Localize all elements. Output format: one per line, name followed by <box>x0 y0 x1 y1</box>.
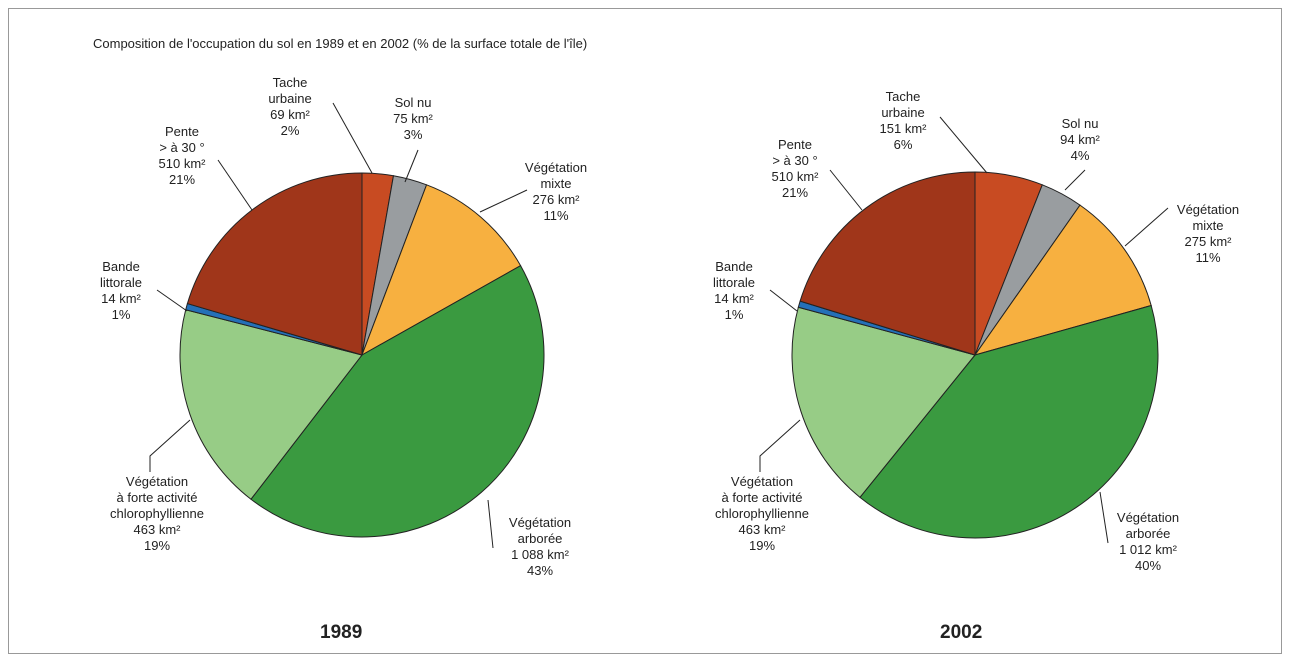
slice-name: à forte activité <box>722 490 803 505</box>
slice-name: mixte <box>1192 218 1223 233</box>
leader-line <box>156 289 188 312</box>
slice-name: Végétation <box>1177 202 1239 217</box>
slice-area: 275 km² <box>1185 234 1233 249</box>
slice-percent: 2% <box>281 123 300 138</box>
slice-area: 94 km² <box>1060 132 1100 147</box>
slice-percent: 6% <box>894 137 913 152</box>
slice-name: Pente <box>165 124 199 139</box>
slice-name: arborée <box>518 531 563 546</box>
leader-line <box>1064 169 1086 191</box>
slice-name: mixte <box>540 176 571 191</box>
pie-slice <box>361 184 522 357</box>
pie-slice <box>791 306 976 499</box>
slice-name: arborée <box>1126 526 1171 541</box>
slice-area: 69 km² <box>270 107 310 122</box>
leader-line <box>1099 491 1109 544</box>
slice-area: 151 km² <box>880 121 928 136</box>
slice-name: littorale <box>100 275 142 290</box>
chart-title: Composition de l'occupation du sol en 19… <box>93 36 587 51</box>
slice-percent: 19% <box>144 538 170 553</box>
slice-name: > à 30 ° <box>772 153 817 168</box>
slice-percent: 1% <box>725 307 744 322</box>
slice-percent: 21% <box>782 185 808 200</box>
slice-name: chlorophyllienne <box>110 506 204 521</box>
pie-slice <box>250 264 545 538</box>
slice-percent: 3% <box>404 127 423 142</box>
leader-line <box>487 499 494 549</box>
leader-line <box>217 159 253 211</box>
slice-area: 14 km² <box>714 291 754 306</box>
slice-name: urbaine <box>268 91 311 106</box>
pie-slice <box>799 171 976 356</box>
slice-name: Végétation <box>525 160 587 175</box>
slice-name: à forte activité <box>117 490 198 505</box>
slice-area: 1 012 km² <box>1119 542 1177 557</box>
slice-area: 14 km² <box>101 291 141 306</box>
slice-name: chlorophyllienne <box>715 506 809 521</box>
slice-percent: 11% <box>1195 250 1220 265</box>
slice-percent: 40% <box>1135 558 1161 573</box>
slice-name: Végétation <box>731 474 793 489</box>
pie-slice <box>186 172 363 356</box>
leader-line <box>1124 207 1169 247</box>
slice-percent: 19% <box>749 538 775 553</box>
slice-area: 463 km² <box>134 522 182 537</box>
leader-line <box>404 149 419 183</box>
slice-name: Tache <box>886 89 921 104</box>
slice-percent: 1% <box>112 307 131 322</box>
slice-area: 510 km² <box>772 169 820 184</box>
pie-slice <box>859 304 1159 539</box>
slice-name: Végétation <box>126 474 188 489</box>
slice-percent: 11% <box>543 208 568 223</box>
leader-line <box>829 169 863 211</box>
pie-title: 1989 <box>320 622 362 643</box>
slice-name: littorale <box>713 275 755 290</box>
leader-line <box>149 419 191 472</box>
slice-name: > à 30 ° <box>159 140 204 155</box>
slice-name: Pente <box>778 137 812 152</box>
slice-area: 276 km² <box>533 192 581 207</box>
slice-name: Tache <box>273 75 308 90</box>
slice-percent: 21% <box>169 172 195 187</box>
slice-name: Sol nu <box>1062 116 1099 131</box>
leader-line <box>759 419 801 472</box>
leader-line <box>939 116 988 174</box>
slice-name: Végétation <box>1117 510 1179 525</box>
frame <box>8 8 1282 654</box>
pie-title: 2002 <box>940 622 982 643</box>
slice-percent: 4% <box>1071 148 1090 163</box>
slice-name: urbaine <box>881 105 924 120</box>
slice-area: 1 088 km² <box>511 547 569 562</box>
slice-name: Bande <box>102 259 140 274</box>
leader-line <box>332 102 373 174</box>
slice-area: 463 km² <box>739 522 787 537</box>
pie-slice <box>179 309 363 500</box>
leader-line <box>479 189 528 213</box>
leader-line <box>769 289 798 312</box>
slice-area: 510 km² <box>159 156 207 171</box>
slice-area: 75 km² <box>393 111 433 126</box>
slice-name: Végétation <box>509 515 571 530</box>
slice-name: Bande <box>715 259 753 274</box>
slice-percent: 43% <box>527 563 553 578</box>
slice-name: Sol nu <box>395 95 432 110</box>
